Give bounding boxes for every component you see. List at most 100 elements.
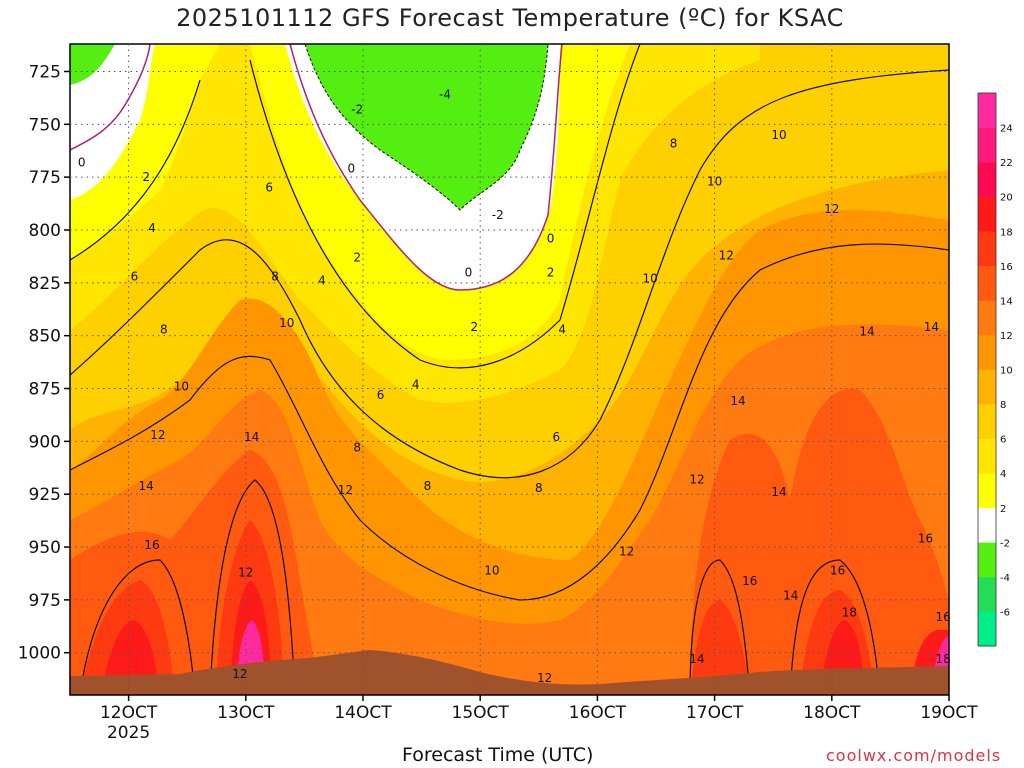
- contour-label: 12: [619, 544, 634, 558]
- colorbar-tick-label: 12: [1000, 331, 1013, 342]
- y-tick-label: 950: [29, 538, 61, 558]
- colorbar-tick-label: 10: [1000, 366, 1013, 377]
- colorbar-swatch: [978, 369, 996, 405]
- contour-4: [70, 44, 641, 369]
- contour-label: 2: [353, 250, 361, 264]
- contour-label: 2: [547, 265, 555, 279]
- colorbar-swatch: [978, 542, 996, 578]
- contour-label: 2: [471, 320, 479, 334]
- gridlines: [70, 44, 949, 695]
- x-tick-label: 14OCT: [334, 703, 392, 723]
- credit-link[interactable]: coolwx.com/models: [826, 746, 1002, 765]
- colorbar-swatch: [978, 473, 996, 509]
- field-layer: [70, 44, 949, 695]
- contour-label: 16: [935, 610, 950, 624]
- colorbar-tick-label: 14: [1000, 296, 1013, 307]
- contour-0-left: [70, 44, 151, 151]
- contour-label: 14: [783, 589, 798, 603]
- contour-label: 12: [824, 202, 839, 216]
- colorbar-tick-label: -4: [1000, 573, 1010, 584]
- contour-label: 12: [238, 565, 253, 579]
- contour-label: 14: [689, 652, 704, 666]
- colorbar-tick-label: -2: [1000, 538, 1010, 549]
- contour-label: -4: [439, 88, 451, 102]
- y-tick-label: 825: [29, 274, 61, 294]
- contour-label: 18: [842, 606, 857, 620]
- y-tick-label: 750: [29, 115, 61, 135]
- contour-label: 14: [730, 394, 745, 408]
- colorbar-swatch: [978, 507, 996, 543]
- colorbar-swatch: [978, 404, 996, 439]
- colorbar-tick-label: 4: [1000, 469, 1006, 480]
- contour-label: 16: [830, 563, 845, 577]
- colorbar-swatch: [978, 438, 996, 474]
- colorbar-swatch: [978, 334, 996, 370]
- colorbar-swatch: [978, 265, 996, 301]
- contour-label: 0: [465, 265, 473, 279]
- colorbar-swatch: [978, 93, 996, 128]
- contour-label: 4: [412, 377, 420, 391]
- contour-label: 8: [271, 270, 279, 284]
- contour-label: 8: [424, 479, 432, 493]
- terrain: [70, 650, 949, 695]
- contour-label: 16: [918, 532, 933, 546]
- x-tick-label: 15OCT: [452, 703, 510, 723]
- contour-label: 6: [131, 270, 139, 284]
- colorbar-swatch: [978, 196, 996, 232]
- contour-lines: [70, 44, 949, 695]
- contour-label: 10: [707, 174, 722, 188]
- colorbar-tick-label: -6: [1000, 607, 1010, 618]
- x-tick-label: 16OCT: [569, 703, 627, 723]
- colorbar-tick-label: 22: [1000, 158, 1013, 169]
- contour-0-center: [289, 44, 563, 291]
- contour-label: 4: [318, 274, 326, 288]
- x-tick-sublabel: 2025: [107, 723, 150, 743]
- contour-label: 8: [535, 481, 543, 495]
- colorbar-swatch: [978, 576, 996, 612]
- contour-label: 4: [558, 322, 566, 336]
- x-tick-label: 19OCT: [920, 703, 978, 723]
- contour-label: 18: [935, 652, 950, 666]
- contour-label: 12: [232, 667, 247, 681]
- contour-neg2: [304, 44, 549, 211]
- x-tick-label: 17OCT: [686, 703, 744, 723]
- colorbar-frame: [977, 92, 997, 647]
- contour-label: 8: [670, 136, 678, 150]
- contour-label: 14: [924, 320, 939, 334]
- contour-label: 0: [347, 162, 355, 176]
- contour-label: 12: [338, 483, 353, 497]
- plot-frame: [69, 43, 950, 696]
- colorbar-swatch: [978, 300, 996, 336]
- contour-label: 4: [148, 221, 156, 235]
- contour-label: -2: [492, 208, 504, 222]
- colorbar-tick-label: 20: [1000, 193, 1013, 204]
- y-tick-label: 975: [29, 591, 61, 611]
- colorbar-swatch: [978, 127, 996, 163]
- contour-label: 6: [265, 181, 273, 195]
- contour-16: [79, 479, 881, 695]
- band-neg2c: [70, 44, 548, 210]
- y-tick-label: 800: [29, 221, 61, 241]
- contour-label: 16: [144, 538, 159, 552]
- contour-labels: -4 -2 -2 0 0 0 0 2 2 2 2 4 4 4 4 6 6 6 6 8 8 8 8 8 8 10 10 10 10 10 10…: [78, 88, 951, 685]
- contour-label: 14: [859, 324, 874, 338]
- colorbar-tick-label: 2: [1000, 504, 1006, 515]
- y-axis-ticks: 725 750 775 800 825 850 875 900 925 950 975 1000: [18, 62, 70, 664]
- contour-label: 10: [279, 316, 294, 330]
- contour-label: 6: [377, 388, 385, 402]
- contour-label: 12: [719, 248, 734, 262]
- band-16c: [80, 520, 875, 695]
- freezing-contours: [70, 44, 563, 291]
- contour-12: [70, 243, 949, 601]
- y-tick-label: 850: [29, 327, 61, 347]
- x-tick-label: 18OCT: [803, 703, 861, 723]
- colorbar-swatch: [978, 162, 996, 197]
- colorbar-tick-label: 24: [1000, 124, 1013, 135]
- colorbar-swatch: [978, 611, 996, 647]
- contour-label: 0: [78, 155, 86, 169]
- x-axis-label: Forecast Time (UTC): [402, 744, 594, 766]
- contour-label: -2: [351, 103, 363, 117]
